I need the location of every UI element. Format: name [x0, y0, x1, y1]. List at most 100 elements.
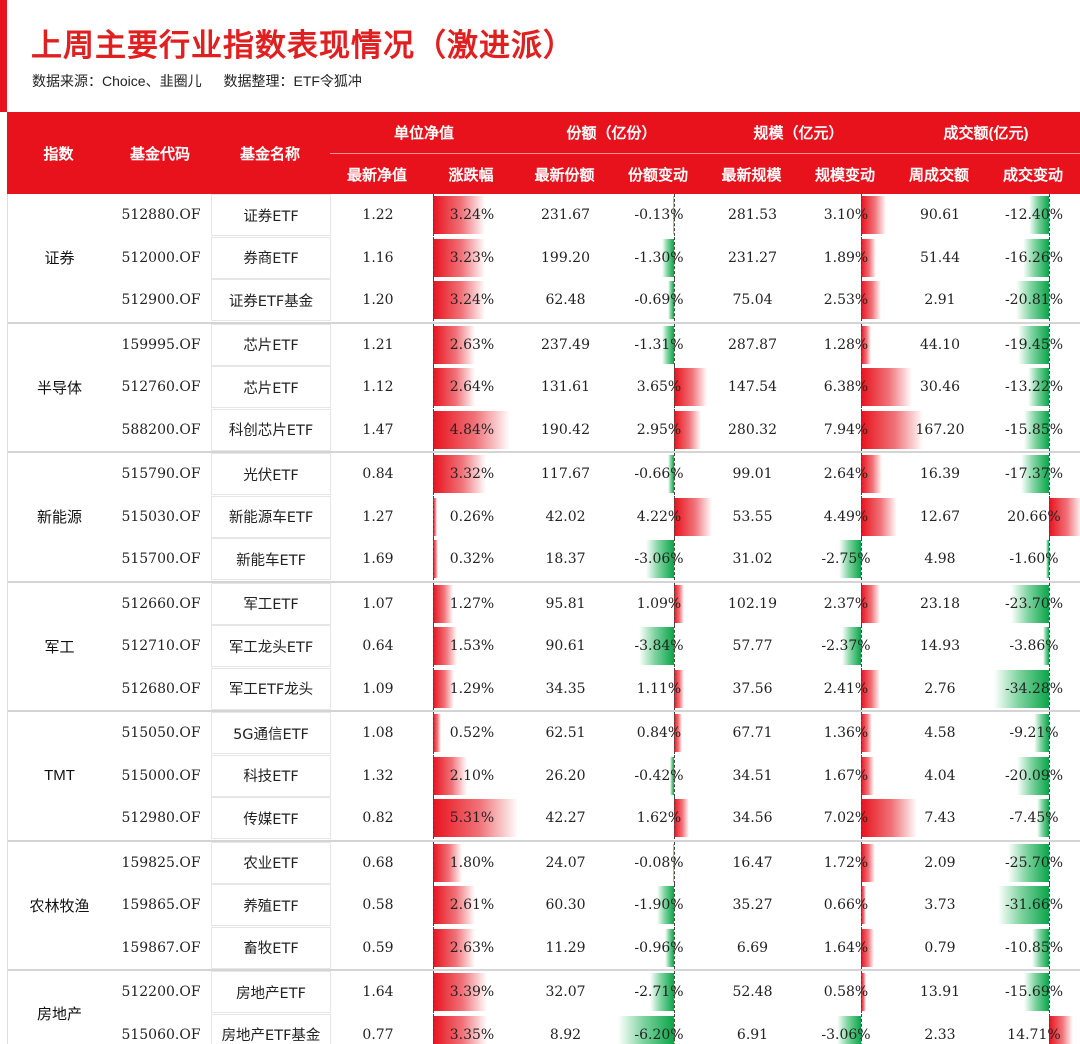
bar-axis [861, 236, 862, 279]
table-row: 515060.OF 房地产ETF基金 0.77 3.35% 8.92 -6.20% 6.91… [8, 1013, 1080, 1044]
cell-share: 117.67 [541, 466, 590, 482]
cell-change: 3.39% [425, 971, 519, 1013]
group-label: TMT [44, 767, 75, 785]
positive-bar [1049, 1015, 1073, 1044]
cell-turnover: 51.44 [919, 249, 961, 266]
bar-axis [674, 926, 675, 969]
bar-axis [861, 667, 862, 710]
cell-name: 房地产ETF基金 [211, 1013, 331, 1044]
cell-code: 159825.OF [121, 854, 201, 871]
negative-bar [842, 627, 861, 665]
bar-axis [674, 408, 675, 451]
positive-bar [861, 669, 881, 708]
cell-scale: 37.56 [732, 680, 773, 697]
bar-value: -3.84% [634, 638, 684, 654]
bar-axis [1049, 323, 1050, 366]
bar-value: 2.10% [449, 767, 495, 784]
cell-turnover: 12.67 [919, 508, 961, 525]
bar-axis [674, 538, 675, 580]
table-row: 512900.OF 证券ETF基金 1.20 3.24% 62.48 -0.69% 75.0… [8, 279, 1080, 321]
table-row: 515050.OF 5G通信ETF 1.08 0.52% 62.51 0.84% 67.71… [8, 712, 1080, 754]
bar-axis [861, 797, 862, 839]
bar-value: 3.23% [449, 249, 495, 266]
bar-value: 4.84% [449, 421, 495, 438]
group-divider [8, 580, 1080, 583]
cell-turnover: 16.39 [919, 466, 961, 482]
cell-scale: 53.55 [732, 508, 773, 525]
header-change: 涨跌幅 [448, 166, 494, 184]
cell-nav: 1.09 [362, 680, 394, 697]
cell-scale-chg: 1.36% [799, 712, 893, 754]
bar-axis [861, 884, 862, 926]
cell-scale-chg: 1.72% [799, 841, 893, 884]
cell-share-chg: -1.30% [612, 236, 706, 279]
bar-value: 3.32% [449, 466, 495, 482]
negative-bar [662, 238, 674, 277]
cell-nav: 1.47 [362, 421, 394, 438]
cell-turn-chg: -25.70% [987, 841, 1080, 884]
cell-share-chg: 1.09% [612, 582, 706, 625]
bar-axis [674, 667, 675, 710]
bar-value: 2.64% [449, 379, 495, 395]
positive-bar [861, 497, 897, 536]
cell-scale: 34.51 [732, 767, 773, 784]
cell-code: 512000.OF [121, 249, 201, 266]
cell-code: 515000.OF [121, 767, 201, 784]
negative-bar [1015, 281, 1049, 319]
cell-code: 512200.OF [121, 984, 201, 1000]
positive-bar [861, 325, 872, 364]
positive-bar [674, 584, 684, 623]
bar-axis [1049, 625, 1050, 667]
cell-scale: 102.19 [728, 595, 777, 612]
cell-change: 3.23% [425, 236, 519, 279]
negative-bar [646, 540, 674, 578]
cell-nav: 0.68 [362, 854, 394, 871]
cell-share: 26.20 [545, 767, 586, 784]
cell-share: 24.07 [545, 854, 586, 871]
cell-scale-chg: -3.06% [799, 1013, 893, 1044]
negative-bar [998, 886, 1049, 924]
cell-share-chg: -1.90% [612, 884, 706, 926]
cell-share: 190.42 [541, 421, 590, 438]
bar-value: 3.24% [449, 292, 495, 308]
negative-bar [1023, 410, 1049, 449]
cell-turnover: 13.91 [919, 984, 961, 1000]
cell-change: 2.63% [425, 926, 519, 969]
cell-change: 1.80% [425, 841, 519, 884]
bar-axis [433, 926, 434, 969]
cell-name: 新能源车ETF [211, 495, 331, 538]
negative-bar [1022, 238, 1049, 277]
cell-scale-chg: 2.64% [799, 453, 893, 495]
bar-value: 1.72% [823, 854, 869, 871]
cell-nav: 0.59 [362, 939, 394, 956]
bar-axis [674, 453, 675, 495]
data-source: 数据来源：Choice、韭圈儿 [32, 73, 202, 89]
table-row: 159867.OF 畜牧ETF 0.59 2.63% 11.29 -0.96% 6.69 1.… [8, 926, 1080, 969]
bar-axis [861, 453, 862, 495]
cell-scale: 52.48 [732, 984, 773, 1000]
bar-axis [674, 279, 675, 321]
cell-turn-chg: 20.66% [987, 495, 1080, 538]
bar-axis [1049, 279, 1050, 321]
bar-value: -34.28% [1004, 680, 1064, 697]
cell-nav: 0.84 [362, 466, 394, 482]
positive-bar [433, 455, 487, 493]
bar-value: -13.22% [1004, 379, 1064, 395]
cell-code: 515700.OF [121, 551, 201, 567]
bar-value: -25.70% [1004, 854, 1064, 871]
cell-turn-chg: -20.81% [987, 279, 1080, 321]
positive-bar [433, 799, 518, 837]
positive-bar [433, 714, 442, 752]
bar-value: -6.20% [634, 1026, 684, 1043]
positive-bar [861, 584, 880, 623]
cell-nav: 1.07 [362, 595, 394, 612]
header-name: 基金名称 [239, 145, 300, 163]
bar-axis [861, 625, 862, 667]
bar-value: 6.38% [823, 379, 869, 395]
cell-scale: 231.27 [728, 249, 777, 266]
cell-share-chg: -0.13% [612, 194, 706, 236]
bar-axis [1049, 926, 1050, 969]
header-scale-group: 规模（亿元） [753, 125, 844, 142]
bar-axis [861, 495, 862, 538]
cell-nav: 0.77 [362, 1026, 394, 1043]
